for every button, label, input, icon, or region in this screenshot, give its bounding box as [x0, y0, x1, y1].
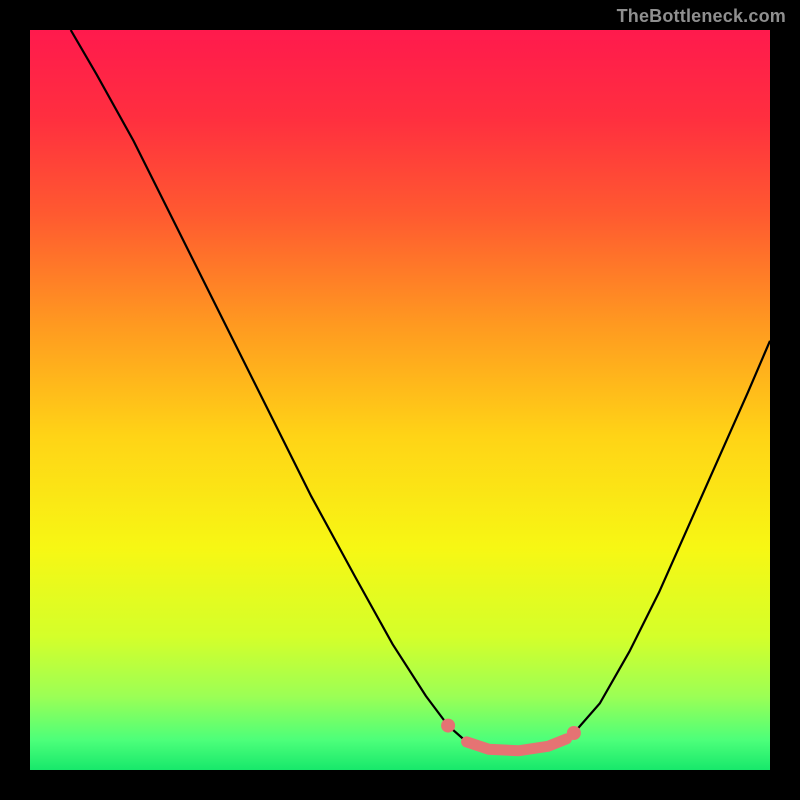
chart-frame: TheBottleneck.com — [0, 0, 800, 800]
optimal-range-start-marker — [441, 719, 455, 733]
optimal-range-end-marker — [567, 726, 581, 740]
watermark-text: TheBottleneck.com — [617, 6, 786, 27]
gradient-background — [30, 30, 770, 770]
plot-area — [30, 30, 770, 770]
